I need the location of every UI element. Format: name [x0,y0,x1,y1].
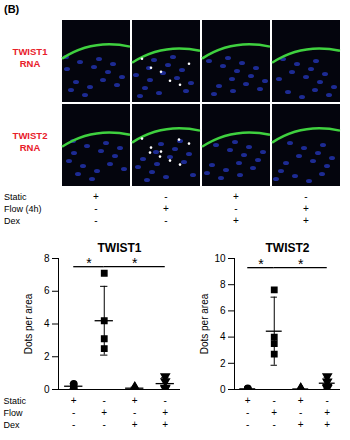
svg-text:+: + [233,191,239,202]
svg-text:4: 4 [44,318,50,329]
svg-text:-: - [94,203,97,214]
svg-text:TWIST1RNA: TWIST1RNA [13,46,49,69]
svg-text:+: + [303,203,309,214]
svg-text:2: 2 [44,351,50,362]
svg-text:2: 2 [220,358,226,369]
svg-text:-: - [299,407,302,418]
svg-text:-: - [164,395,167,406]
svg-text:Static: Static [4,396,27,406]
svg-text:+: + [71,395,77,406]
svg-text:Flow: Flow [4,408,24,418]
svg-text:*: * [86,255,92,271]
svg-text:Static: Static [4,192,27,202]
svg-text:0: 0 [220,384,226,395]
svg-text:-: - [326,395,329,406]
svg-text:+: + [245,395,251,406]
svg-text:Dots per area: Dots per area [199,293,210,354]
svg-text:TWIST2: TWIST2 [266,241,310,255]
svg-text:8: 8 [220,279,226,290]
svg-text:-: - [246,407,249,418]
svg-text:Dex: Dex [4,420,21,430]
svg-text:-: - [164,215,167,226]
svg-text:10: 10 [214,253,226,264]
svg-text:-: - [246,419,249,430]
svg-text:4: 4 [220,331,226,342]
svg-text:-: - [72,419,75,430]
svg-text:*: * [298,256,304,272]
svg-text:+: + [93,191,99,202]
svg-text:+: + [324,419,330,430]
svg-text:+: + [271,407,277,418]
svg-text:-: - [94,215,97,226]
svg-text:+: + [132,419,138,430]
svg-text:+: + [162,407,168,418]
svg-text:-: - [103,395,106,406]
svg-text:TWIST1: TWIST1 [98,241,142,255]
svg-text:+: + [233,215,239,226]
svg-text:+: + [298,395,304,406]
svg-text:6: 6 [44,285,50,296]
svg-text:-: - [164,191,167,202]
svg-text:-: - [133,407,136,418]
svg-text:6: 6 [220,305,226,316]
svg-text:+: + [101,407,107,418]
svg-text:0: 0 [44,384,50,395]
svg-text:8: 8 [44,253,50,264]
svg-text:-: - [234,203,237,214]
svg-text:Dex: Dex [4,216,21,226]
svg-text:*: * [132,255,138,271]
svg-text:-: - [273,395,276,406]
svg-text:-: - [72,407,75,418]
svg-text:+: + [162,419,168,430]
svg-text:Dots per area: Dots per area [23,293,34,354]
svg-text:+: + [324,407,330,418]
svg-text:TWIST2RNA: TWIST2RNA [13,130,48,153]
svg-text:+: + [298,419,304,430]
svg-text:(B): (B) [4,3,20,15]
svg-text:-: - [103,419,106,430]
svg-text:-: - [304,191,307,202]
svg-text:+: + [163,203,169,214]
svg-text:+: + [132,395,138,406]
svg-text:-: - [273,419,276,430]
svg-text:Flow (4h): Flow (4h) [4,204,42,214]
svg-text:+: + [303,215,309,226]
svg-text:*: * [258,256,264,272]
